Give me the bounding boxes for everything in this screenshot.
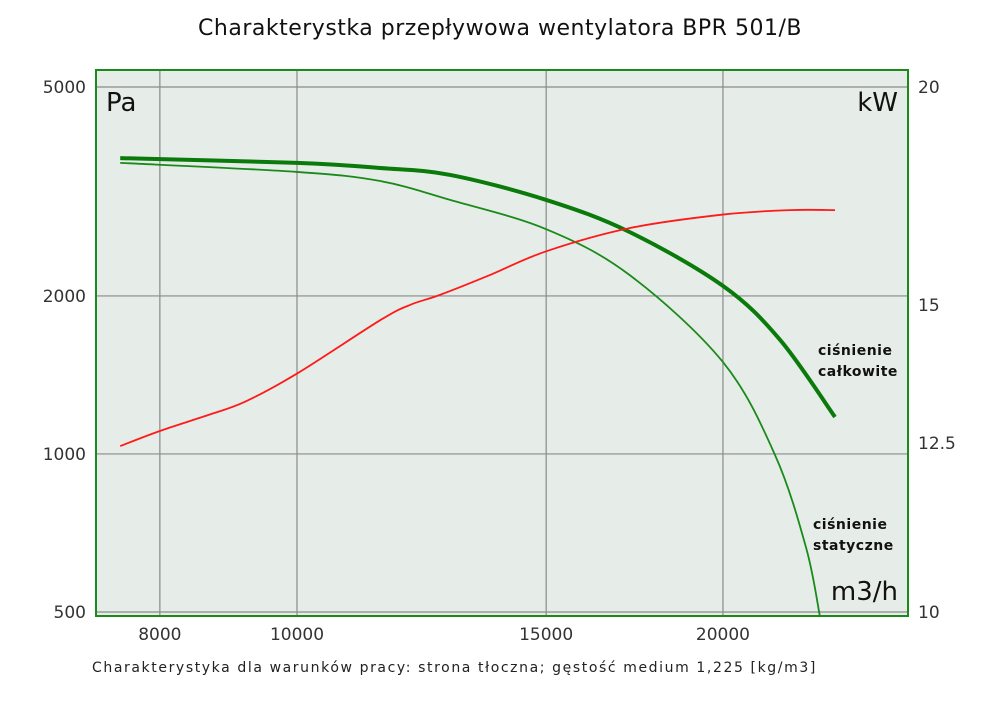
y-right-tick-label: 15: [918, 296, 940, 316]
y-right-tick-label: 20: [918, 78, 940, 98]
series-line-0: [120, 156, 837, 419]
series-label-total-2: całkowite: [818, 364, 898, 380]
y-right-unit: kW: [857, 88, 898, 118]
y-left-tick-label: 1000: [43, 445, 86, 465]
y-left-unit: Pa: [106, 88, 136, 118]
y-right-tick-label: 12.5: [918, 434, 956, 454]
y-left-tick-label: 500: [54, 603, 86, 623]
x-unit: m3/h: [831, 577, 898, 607]
y-left-tick-label: 2000: [43, 287, 86, 307]
series-label-static-1: ciśnienie: [813, 517, 887, 533]
series-group: [119, 156, 837, 617]
series-line-1: [120, 161, 821, 617]
plot-border: [95, 69, 909, 617]
x-tick-label: 10000: [270, 625, 324, 645]
series-label-total-1: ciśnienie: [818, 343, 892, 359]
x-tick-label: 15000: [519, 625, 573, 645]
chart-caption: Charakterystyka dla warunków pracy: stro…: [92, 660, 817, 676]
chart-title: Charakterystka przepływowa wentylatora B…: [198, 16, 802, 41]
series-line-2: [119, 208, 835, 447]
series-label-static-2: statyczne: [813, 538, 894, 554]
tick-labels: 8000 10000 15000 20000 500 1000 2000 5000 10 12.5…: [43, 78, 956, 645]
x-tick-label: 8000: [138, 625, 181, 645]
y-right-tick-label: 10: [918, 603, 940, 623]
plot-area: [96, 70, 908, 616]
x-tick-label: 20000: [696, 625, 750, 645]
y-left-tick-label: 5000: [43, 78, 86, 98]
